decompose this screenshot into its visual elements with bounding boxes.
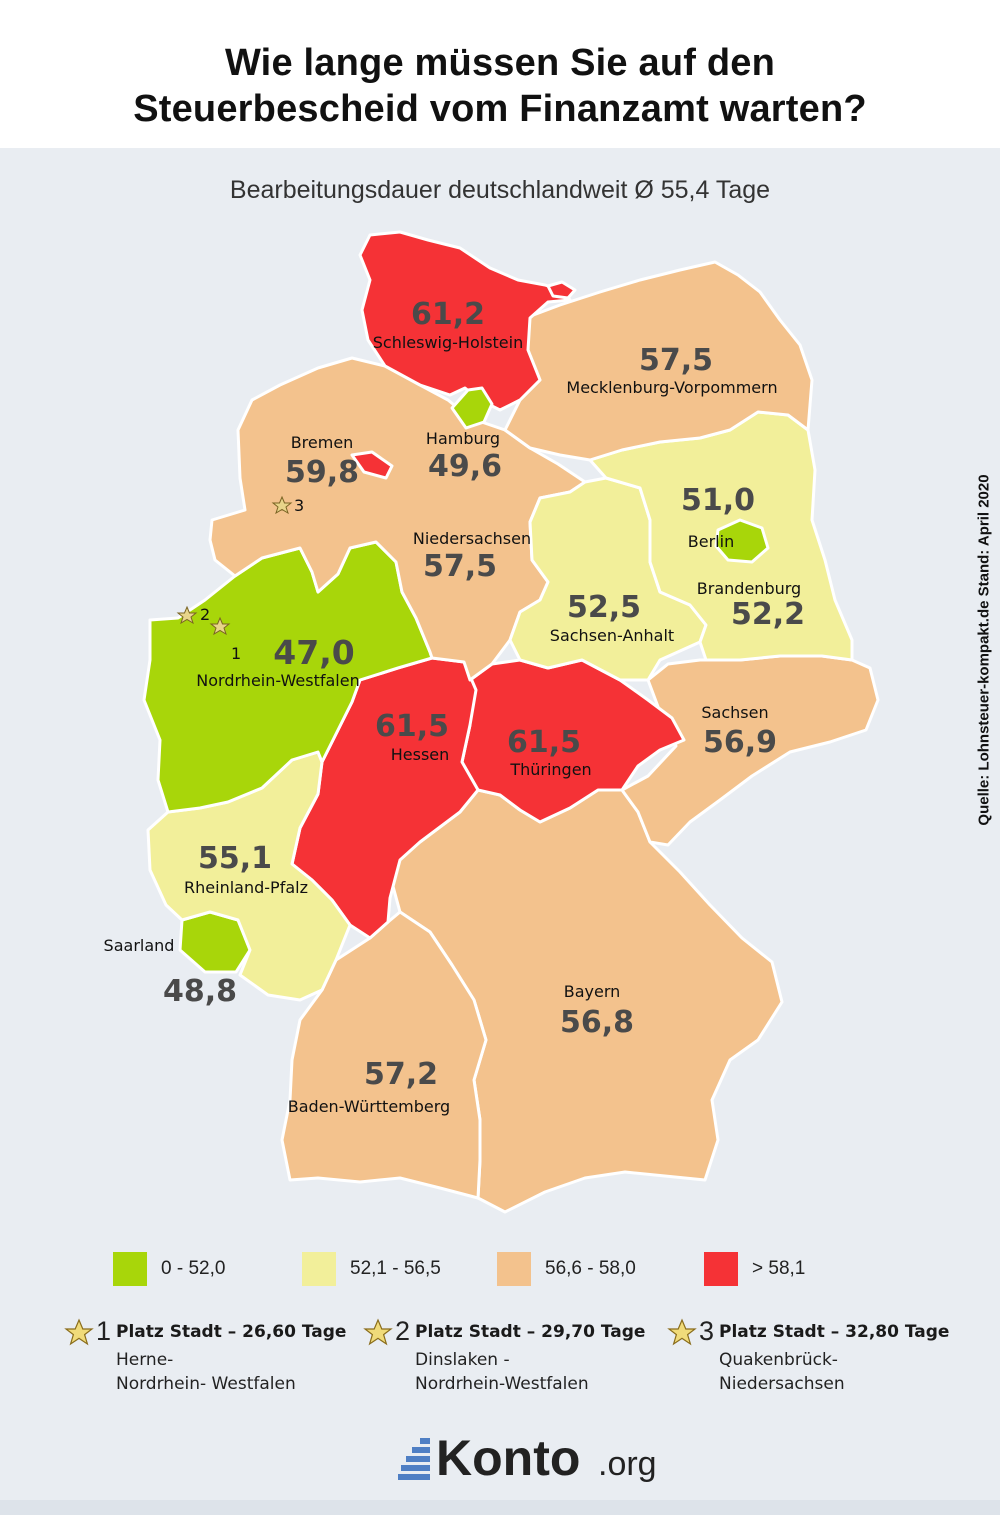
legend-swatch-yellow bbox=[302, 1252, 336, 1286]
value-brandenburg: 52,2 bbox=[731, 597, 805, 632]
state-schleswig-holstein bbox=[358, 230, 572, 412]
rank-number: 2 bbox=[395, 1316, 411, 1346]
label-hessen: Hessen bbox=[391, 745, 450, 764]
logo-name: Konto bbox=[436, 1430, 581, 1486]
title-line-2: Steuerbescheid vom Finanzamt warten? bbox=[133, 88, 867, 130]
value-rheinland-pfalz: 55,1 bbox=[198, 841, 272, 876]
label-brandenburg: Brandenburg bbox=[697, 579, 801, 598]
label-thueringen: Thüringen bbox=[509, 760, 591, 779]
rank-state: Nordrhein- Westfalen bbox=[116, 1374, 296, 1394]
label-bremen: Bremen bbox=[291, 433, 354, 452]
rank-state: Niedersachsen bbox=[719, 1374, 845, 1394]
footer-bar bbox=[0, 1500, 1000, 1515]
value-sachsen: 56,9 bbox=[703, 725, 777, 760]
logo-tld: .org bbox=[598, 1445, 657, 1483]
header: Wie lange müssen Sie auf den Steuerbesch… bbox=[0, 0, 1000, 148]
label-hamburg: Hamburg bbox=[426, 429, 500, 448]
value-berlin: 51,0 bbox=[681, 483, 755, 518]
legend-label: 52,1 - 56,5 bbox=[350, 1258, 441, 1279]
map-star-1-label: 1 bbox=[231, 644, 241, 663]
value-bayern: 56,8 bbox=[560, 1005, 634, 1040]
map-star-3: 3 bbox=[271, 495, 304, 515]
map-star-1: 1 bbox=[209, 616, 241, 663]
label-sachsen: Sachsen bbox=[701, 703, 768, 722]
legend-swatch-green bbox=[113, 1252, 147, 1286]
label-schleswig-holstein: Schleswig-Holstein bbox=[373, 333, 523, 352]
rank-state: Nordrhein-Westfalen bbox=[415, 1374, 589, 1394]
label-baden-wuerttemberg: Baden-Württemberg bbox=[288, 1097, 450, 1116]
state-berlin bbox=[714, 518, 770, 564]
value-schleswig-holstein: 61,2 bbox=[411, 297, 485, 332]
legend-label: 0 - 52,0 bbox=[161, 1258, 226, 1279]
state-schleswig-holstein-island bbox=[546, 280, 577, 300]
rank-heading: Platz Stadt – 26,60 Tage bbox=[116, 1322, 347, 1342]
rank-city: Quakenbrück- bbox=[719, 1350, 838, 1370]
state-mecklenburg-vorpommern bbox=[503, 260, 814, 462]
state-hamburg bbox=[450, 386, 494, 430]
germany-map: 61,2 Schleswig-Holstein 57,5 Mecklenburg… bbox=[104, 230, 880, 1214]
value-bremen: 59,8 bbox=[285, 455, 359, 490]
subtitle: Bearbeitungsdauer deutschlandweit Ø 55,4… bbox=[229, 176, 771, 204]
legend-label: 56,6 - 58,0 bbox=[545, 1258, 636, 1279]
value-niedersachsen: 57,5 bbox=[423, 549, 497, 584]
value-nordrhein-westfalen: 47,0 bbox=[273, 633, 354, 672]
state-bremen bbox=[350, 450, 394, 480]
rank-heading: Platz Stadt – 29,70 Tage bbox=[415, 1322, 646, 1342]
title-line-1: Wie lange müssen Sie auf den bbox=[224, 42, 776, 84]
state-baden-wuerttemberg bbox=[280, 910, 488, 1200]
value-mecklenburg-vorpommern: 57,5 bbox=[639, 343, 713, 378]
value-saarland: 48,8 bbox=[163, 974, 237, 1009]
rank-city: Herne- bbox=[116, 1350, 174, 1370]
rank-city: Dinslaken - bbox=[415, 1350, 510, 1370]
label-berlin: Berlin bbox=[688, 532, 734, 551]
value-baden-wuerttemberg: 57,2 bbox=[364, 1057, 438, 1092]
legend-label: > 58,1 bbox=[752, 1258, 806, 1279]
value-hamburg: 49,6 bbox=[428, 449, 502, 484]
label-nordrhein-westfalen: Nordrhein-Westfalen bbox=[196, 671, 359, 690]
label-mecklenburg-vorpommern: Mecklenburg-Vorpommern bbox=[566, 378, 777, 397]
label-niedersachsen: Niedersachsen bbox=[413, 529, 531, 548]
page-title: Wie lange müssen Sie auf den Steuerbesch… bbox=[0, 0, 1000, 132]
label-rheinland-pfalz: Rheinland-Pfalz bbox=[184, 878, 308, 897]
rank-heading: Platz Stadt – 32,80 Tage bbox=[719, 1322, 950, 1342]
rank-number: 1 bbox=[96, 1316, 112, 1346]
label-saarland: Saarland bbox=[104, 936, 175, 955]
value-thueringen: 61,5 bbox=[507, 725, 581, 760]
label-sachsen-anhalt: Sachsen-Anhalt bbox=[550, 626, 674, 645]
star-icon bbox=[64, 1318, 94, 1346]
map-star-3-label: 3 bbox=[294, 496, 304, 515]
legend-swatch-red bbox=[704, 1252, 738, 1286]
legend-swatch-orange bbox=[497, 1252, 531, 1286]
value-hessen: 61,5 bbox=[375, 709, 449, 744]
rank-number: 3 bbox=[699, 1316, 715, 1346]
value-sachsen-anhalt: 52,5 bbox=[567, 590, 641, 625]
label-bayern: Bayern bbox=[564, 982, 621, 1001]
star-icon bbox=[363, 1318, 393, 1346]
star-icon bbox=[667, 1318, 697, 1346]
map-star-2-label: 2 bbox=[200, 605, 210, 624]
map-star-2: 2 bbox=[176, 605, 210, 625]
logo-bars-icon bbox=[398, 1438, 430, 1480]
